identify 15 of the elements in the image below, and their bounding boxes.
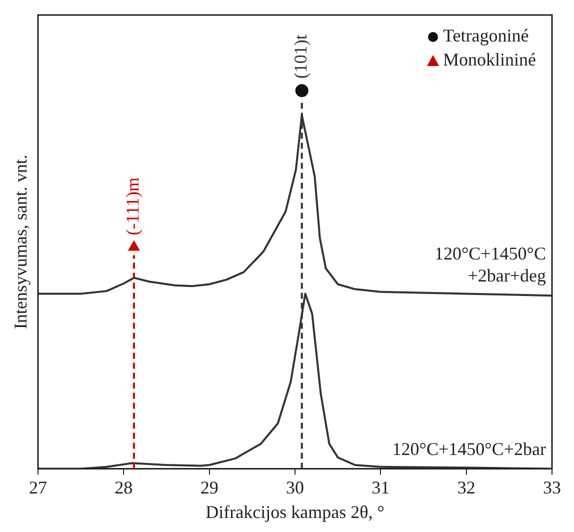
series-label: 120°C+1450°C +2bar+deg <box>434 244 546 286</box>
x-tick-label: 32 <box>457 477 476 498</box>
legend-label: Monoklininé <box>443 50 536 70</box>
x-tick-label: 28 <box>114 477 133 498</box>
x-tick-label: 31 <box>372 477 390 498</box>
x-tick-label: 29 <box>200 477 218 498</box>
x-tick-label: 27 <box>29 477 47 498</box>
x-axis-title: Difrakcijos kampas 2θ, ° <box>206 502 384 522</box>
series-label: 120°C+1450°C+2bar <box>392 438 546 459</box>
ref-line-label: (-111)m <box>122 178 143 236</box>
ref-line-label: (101)t <box>290 34 311 79</box>
legend-label: Tetragoniné <box>443 26 529 46</box>
x-tick-label: 30 <box>286 477 304 498</box>
x-tick-label: 33 <box>543 477 561 498</box>
y-axis-title: Intensyvumas, sant. vnt. <box>10 154 31 330</box>
